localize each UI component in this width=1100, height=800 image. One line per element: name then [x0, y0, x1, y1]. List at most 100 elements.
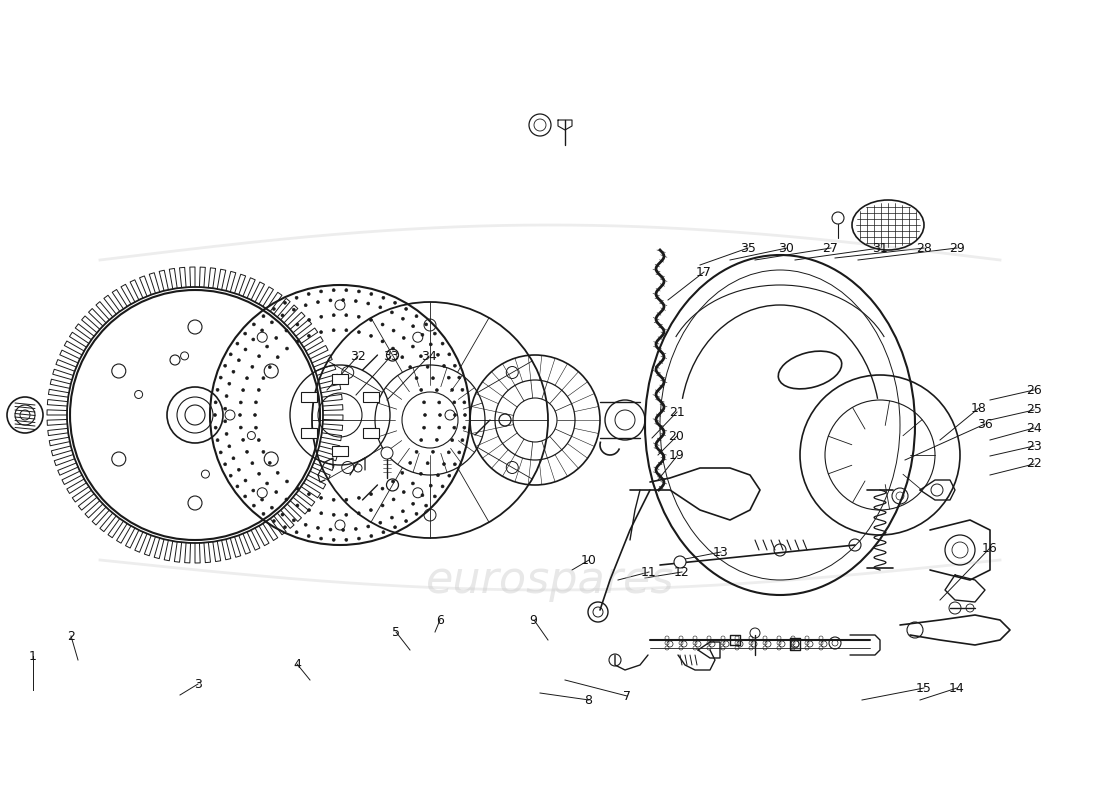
Circle shape: [420, 438, 422, 442]
Circle shape: [426, 366, 429, 368]
Circle shape: [453, 462, 456, 466]
FancyBboxPatch shape: [332, 374, 348, 384]
Circle shape: [262, 450, 265, 454]
Circle shape: [238, 358, 241, 362]
Circle shape: [240, 401, 242, 404]
Circle shape: [307, 334, 310, 338]
Circle shape: [228, 445, 231, 448]
Circle shape: [276, 356, 279, 358]
Circle shape: [448, 353, 451, 356]
Circle shape: [307, 293, 310, 295]
Circle shape: [216, 438, 219, 442]
Circle shape: [458, 451, 461, 454]
Circle shape: [403, 337, 405, 339]
Circle shape: [342, 529, 344, 531]
Text: 20: 20: [669, 430, 684, 442]
Text: 33: 33: [383, 350, 398, 362]
Circle shape: [392, 347, 395, 350]
Circle shape: [409, 462, 411, 464]
Text: 25: 25: [1026, 403, 1042, 416]
Circle shape: [332, 538, 336, 542]
Text: 24: 24: [1026, 422, 1042, 434]
Circle shape: [405, 519, 408, 522]
Circle shape: [382, 530, 385, 534]
Circle shape: [366, 525, 370, 528]
Circle shape: [429, 343, 432, 346]
Circle shape: [261, 329, 264, 332]
Text: 22: 22: [1026, 458, 1042, 470]
Circle shape: [273, 519, 275, 522]
Circle shape: [461, 438, 464, 442]
Circle shape: [451, 388, 453, 391]
Circle shape: [257, 389, 261, 391]
Circle shape: [344, 289, 348, 292]
Circle shape: [370, 534, 373, 538]
Circle shape: [242, 438, 244, 442]
Circle shape: [295, 530, 298, 534]
Circle shape: [345, 329, 348, 332]
Text: 34: 34: [421, 350, 437, 362]
Circle shape: [257, 472, 261, 475]
Circle shape: [421, 494, 424, 497]
Circle shape: [381, 487, 384, 490]
Circle shape: [439, 414, 441, 417]
Circle shape: [370, 334, 373, 338]
Circle shape: [453, 364, 456, 367]
Circle shape: [441, 342, 444, 345]
Text: 14: 14: [949, 682, 965, 694]
Circle shape: [411, 325, 415, 328]
Circle shape: [251, 366, 254, 368]
Text: 10: 10: [581, 554, 596, 566]
Circle shape: [403, 490, 405, 494]
Text: 15: 15: [916, 682, 932, 694]
Circle shape: [431, 450, 434, 454]
Circle shape: [381, 447, 393, 459]
Circle shape: [296, 487, 299, 490]
Text: 6: 6: [436, 614, 444, 626]
Circle shape: [251, 462, 254, 465]
Circle shape: [332, 289, 336, 292]
Circle shape: [245, 377, 249, 380]
Circle shape: [320, 315, 322, 318]
Text: 23: 23: [1026, 440, 1042, 453]
Circle shape: [411, 345, 415, 348]
Circle shape: [257, 438, 261, 442]
Circle shape: [271, 506, 274, 509]
Circle shape: [285, 329, 288, 332]
Circle shape: [219, 376, 222, 379]
Circle shape: [433, 332, 437, 335]
Text: 27: 27: [823, 242, 838, 254]
Circle shape: [448, 474, 451, 477]
Circle shape: [308, 509, 310, 512]
Circle shape: [317, 526, 319, 530]
Text: 11: 11: [641, 566, 657, 578]
Circle shape: [232, 370, 235, 374]
Circle shape: [235, 485, 239, 488]
Circle shape: [332, 498, 336, 502]
Circle shape: [286, 347, 288, 350]
Text: 5: 5: [392, 626, 400, 638]
Circle shape: [400, 471, 404, 474]
Circle shape: [252, 489, 255, 492]
Circle shape: [358, 496, 361, 499]
Circle shape: [463, 426, 466, 429]
Circle shape: [320, 290, 322, 293]
Circle shape: [436, 389, 439, 392]
Text: 26: 26: [1026, 384, 1042, 397]
Circle shape: [329, 299, 332, 302]
Circle shape: [271, 321, 274, 324]
Circle shape: [293, 308, 295, 311]
Circle shape: [214, 401, 217, 404]
Circle shape: [366, 302, 370, 305]
Circle shape: [400, 356, 404, 358]
Circle shape: [223, 407, 227, 410]
Circle shape: [415, 450, 418, 454]
Circle shape: [245, 450, 249, 454]
Circle shape: [458, 376, 461, 379]
Text: 32: 32: [350, 350, 365, 362]
Circle shape: [429, 484, 432, 487]
Circle shape: [392, 498, 395, 501]
Circle shape: [370, 318, 373, 322]
Text: 36: 36: [977, 418, 992, 430]
Text: 9: 9: [529, 614, 538, 626]
